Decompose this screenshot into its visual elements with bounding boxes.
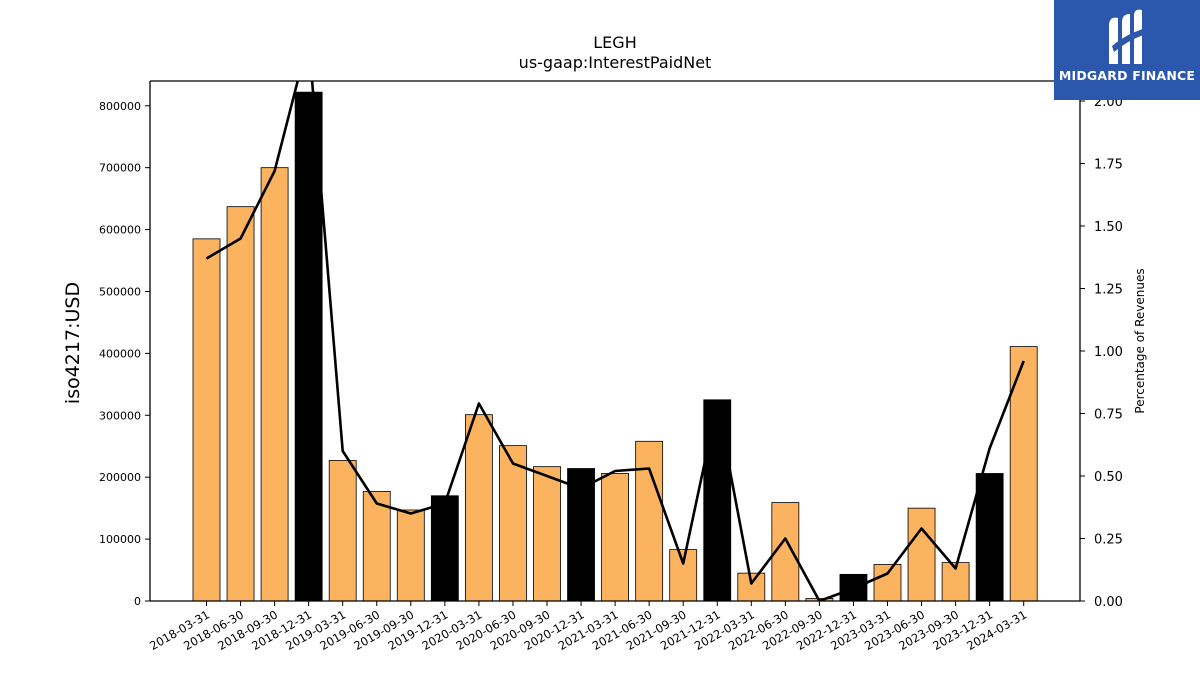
bar-2021-06-30 (635, 440, 664, 602)
y2-tick-label: 0.00 (1094, 595, 1123, 610)
y2-tick-label: 1.50 (1094, 220, 1123, 235)
bar-2018-03-31 (192, 238, 221, 602)
y2-tick-label: 1.25 (1094, 283, 1123, 298)
bar-2021-03-31 (601, 473, 629, 602)
y-tick-label: 600000 (99, 224, 141, 237)
bar-2020-12-31 (567, 468, 595, 602)
y-axis-label: iso4217:USD (62, 282, 84, 404)
bar-2021-12-31 (703, 399, 732, 602)
y-tick-label: 700000 (99, 162, 141, 175)
bar-2024-03-31 (1009, 346, 1038, 602)
y-tick-label: 300000 (99, 409, 141, 422)
y2-tick-label: 1.75 (1094, 158, 1123, 173)
revenue-pct-line (205, 81, 1025, 601)
bar-2019-12-31 (430, 495, 459, 602)
y-ticks: 0 100000 200000 300000 400000 500000 600000 700… (99, 100, 150, 608)
bar-2023-09-30 (941, 562, 970, 602)
bar-2018-09-30 (260, 167, 289, 602)
y-tick-label: 500000 (99, 285, 141, 298)
bar-2022-03-31 (737, 572, 766, 602)
bar-2018-12-31 (294, 91, 323, 602)
y-tick-label: 400000 (99, 347, 141, 360)
bar-2023-03-31 (873, 564, 902, 602)
bar-2020-03-31 (464, 414, 493, 602)
chart-subtitle: us-gaap:InterestPaidNet (519, 53, 712, 72)
logo-text: MIDGARD FINANCE (1058, 68, 1196, 83)
bar-2019-03-31 (328, 460, 357, 602)
bar-2019-06-30 (362, 491, 391, 602)
midgard-logo-icon (1109, 9, 1146, 65)
y-tick-label: 200000 (99, 471, 141, 484)
x-ticks: 2018-03-312018-06-302018-09-302018-12-31… (147, 601, 1029, 653)
bar-2019-09-30 (396, 509, 425, 602)
y2-tick-label: 1.00 (1094, 345, 1123, 360)
bar-2023-06-30 (907, 507, 936, 602)
y2-axis-label: Percentage of Revenues (1133, 268, 1147, 413)
y-tick-label: 0 (134, 595, 141, 608)
y-tick-label: 100000 (99, 533, 141, 546)
y2-tick-label: 0.75 (1094, 408, 1123, 423)
y2-tick-label: 0.50 (1094, 470, 1123, 485)
chart-title: LEGH (593, 33, 636, 52)
bar-2018-06-30 (226, 206, 255, 602)
y2-tick-label: 0.25 (1094, 533, 1123, 548)
y-tick-label: 800000 (99, 100, 141, 113)
line-series (205, 81, 1025, 601)
bar-2020-06-30 (499, 445, 527, 602)
y2-ticks: 0.000.250.500.751.001.251.501.752.00 (1080, 95, 1123, 610)
bar-2023-12-31 (975, 473, 1004, 602)
midgard-finance-logo: MIDGARD FINANCE (1054, 0, 1200, 100)
bar-2020-09-30 (533, 466, 561, 602)
